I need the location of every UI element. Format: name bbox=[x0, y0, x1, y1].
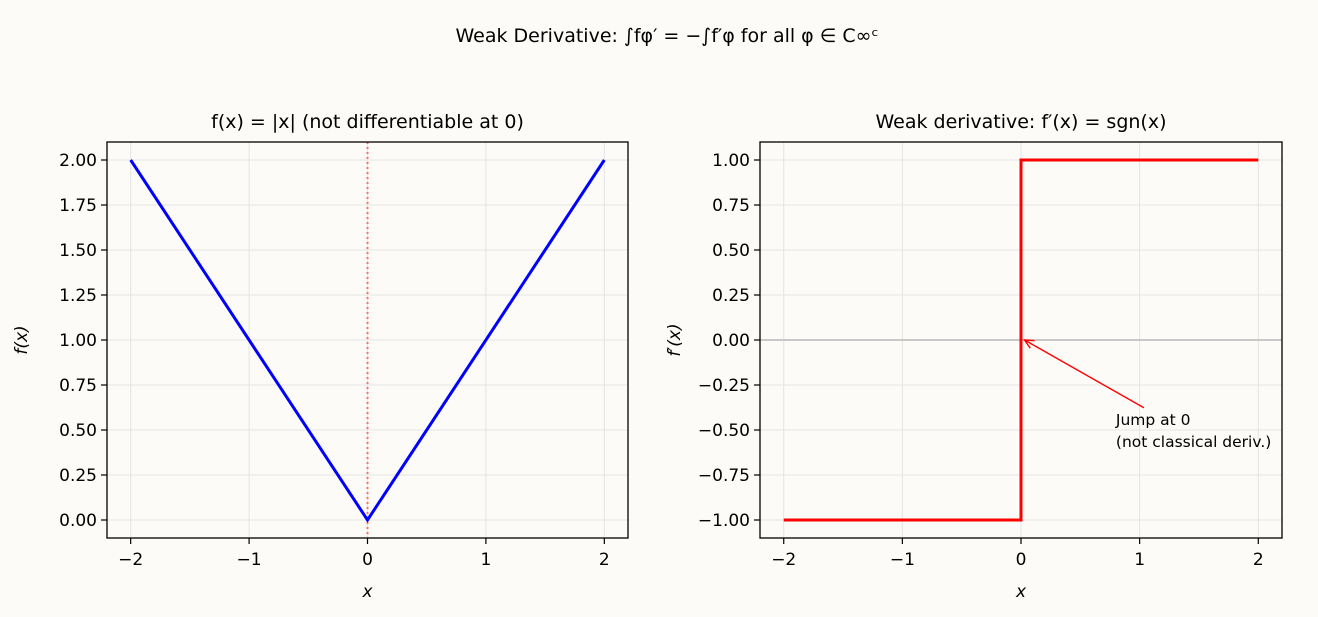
right-series-line-0 bbox=[783, 158, 1259, 522]
right-xtick-label-0: −2 bbox=[771, 550, 796, 570]
left-ytick-label-4: 1.00 bbox=[59, 331, 97, 351]
right-ytick-label-3: −0.25 bbox=[698, 376, 750, 396]
left-ytick-label-7: 1.75 bbox=[59, 196, 97, 216]
right-ytick-label-6: 0.50 bbox=[712, 241, 750, 261]
right-x-axis-label: x bbox=[1015, 582, 1027, 602]
left-series-line-0 bbox=[129, 159, 606, 523]
right-ytick-label-8: 1.00 bbox=[712, 151, 750, 171]
left-ytick-label-2: 0.50 bbox=[59, 421, 97, 441]
left-y-axis-label: f(x) bbox=[12, 325, 32, 354]
right-subplot: −2 −1 0 1 2 −1.00 −0.75 −0.50 −0.25 0.00 0.25 0.50 0… bbox=[665, 111, 1283, 602]
left-xtick-label-4: 2 bbox=[599, 550, 610, 570]
left-xtick-label-1: −1 bbox=[237, 550, 262, 570]
left-xtick-label-2: 0 bbox=[362, 550, 373, 570]
right-ytick-label-5: 0.25 bbox=[712, 286, 750, 306]
left-subplot-title: f(x) = |x| (not differentiable at 0) bbox=[211, 111, 524, 133]
right-xtick-label-2: 0 bbox=[1016, 550, 1027, 570]
right-y-axis-label: f′(x) bbox=[665, 323, 685, 356]
right-xtick-label-3: 1 bbox=[1134, 550, 1145, 570]
right-xtick-label-4: 2 bbox=[1253, 550, 1264, 570]
left-x-axis-label: x bbox=[361, 582, 373, 602]
right-xtick-label-1: −1 bbox=[890, 550, 915, 570]
left-ytick-label-1: 0.25 bbox=[59, 466, 97, 486]
right-annotation-line-0: Jump at 0 bbox=[1115, 411, 1191, 429]
right-subplot-title: Weak derivative: f′(x) = sgn(x) bbox=[875, 111, 1166, 133]
right-ytick-label-4: 0.00 bbox=[712, 331, 750, 351]
left-xtick-label-0: −2 bbox=[118, 550, 143, 570]
right-annotation-line-1: (not classical deriv.) bbox=[1116, 433, 1271, 451]
right-ytick-label-1: −0.75 bbox=[698, 466, 750, 486]
left-subplot: −2 −1 0 1 2 0.00 0.25 0.50 0.75 1.00 1.25 1.50 1.75 2… bbox=[12, 111, 629, 602]
figure-suptitle: Weak Derivative: ∫fφ′ = −∫f′φ for all φ … bbox=[456, 25, 879, 47]
left-ytick-label-0: 0.00 bbox=[59, 511, 97, 531]
left-ytick-label-3: 0.75 bbox=[59, 376, 97, 396]
right-annotation-arrow bbox=[1024, 339, 1145, 409]
left-ytick-label-8: 2.00 bbox=[59, 151, 97, 171]
right-ytick-label-7: 0.75 bbox=[712, 196, 750, 216]
left-ytick-label-6: 1.50 bbox=[59, 241, 97, 261]
right-ytick-label-2: −0.50 bbox=[698, 421, 750, 441]
right-ytick-label-0: −1.00 bbox=[698, 511, 750, 531]
left-ytick-label-5: 1.25 bbox=[59, 286, 97, 306]
left-xtick-label-3: 1 bbox=[480, 550, 491, 570]
right-annotation-arrowhead bbox=[1023, 339, 1035, 349]
